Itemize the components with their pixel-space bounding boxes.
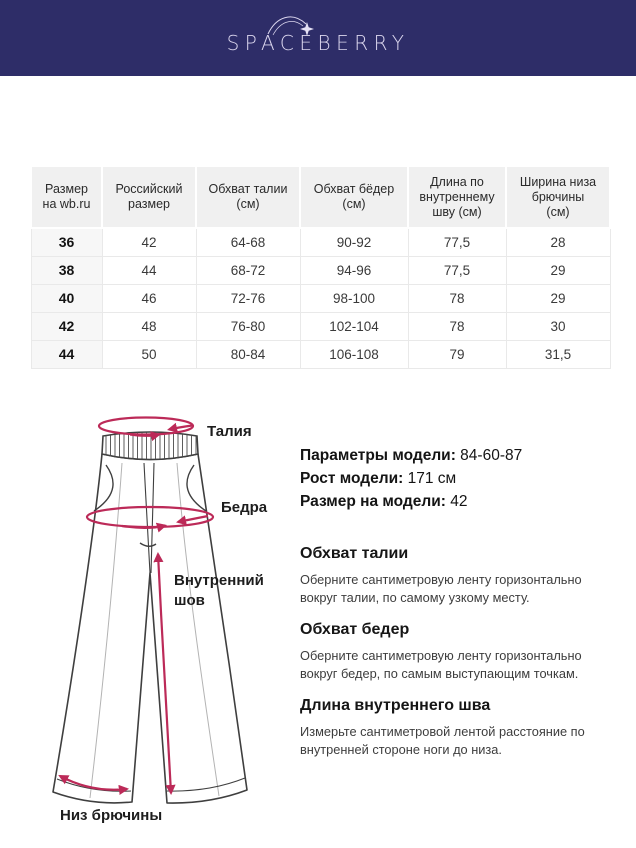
col-header-waist: Обхват талии (см) [195,165,301,229]
cell-inseam: 78 [407,283,507,313]
waist-section: Обхват талии Оберните сантиметровую лент… [300,544,622,606]
cell-leg-width: 29 [505,283,611,313]
size-row: 42 48 76-80 102-104 78 30 [30,311,611,341]
cell-waist: 68-72 [195,255,301,285]
hem-measure-arrow [58,775,130,795]
cell-hips: 102-104 [299,311,409,341]
waist-arrow-right [129,431,161,442]
hips-arrow-left [176,514,209,526]
cell-inseam: 77,5 [407,255,507,285]
cell-hips: 106-108 [299,339,409,369]
measurement-info-column: Параметры модели: 84-60-87 Рост модели: … [300,444,622,758]
hips-label: Бедра [221,499,268,516]
cell-inseam: 79 [407,339,507,369]
cell-wb-size: 38 [30,255,103,285]
model-size-label: Размер на модели: [300,493,446,510]
inseam-measure-arrow [153,551,176,796]
cell-ru-size: 42 [101,227,197,257]
cell-leg-width: 31,5 [505,339,611,369]
cell-hips: 94-96 [299,255,409,285]
model-parameters-value: 84-60-87 [460,447,523,464]
cell-waist: 72-76 [195,283,301,313]
cell-wb-size: 44 [30,339,103,369]
cell-leg-width: 30 [505,311,611,341]
model-size-value: 42 [450,493,468,510]
size-row: 40 46 72-76 98-100 78 29 [30,283,611,313]
size-row: 36 42 64-68 90-92 77,5 28 [30,227,611,257]
pants-diagram [52,416,248,804]
size-row: 38 44 68-72 94-96 77,5 29 [30,255,611,285]
cell-hips: 90-92 [299,227,409,257]
brand-logo: SPACEBERRY [226,16,410,55]
waist-label: Талия [207,423,252,440]
inseam-section-title: Длина внутреннего шва [300,697,491,714]
size-table: Размер на wb.ru Российский размер Обхват… [30,165,611,369]
inseam-section-text: Измерьте сантиметровой лентой расстояние… [300,724,585,757]
hips-section: Обхват бедер Оберните сантиметровую лент… [300,620,622,682]
cell-wb-size: 42 [30,311,103,341]
cell-waist: 76-80 [195,311,301,341]
inseam-label: Внутренний шов [174,572,264,609]
col-header-wb-size: Размер на wb.ru [30,165,103,229]
col-header-hips: Обхват бёдер (см) [299,165,409,229]
cell-wb-size: 40 [30,283,103,313]
brand-header: SPACEBERRY [0,0,636,76]
brand-name: SPACEBERRY [226,31,410,55]
waist-arrow-left [167,422,193,433]
col-header-inseam: Длина по внутреннему шву (см) [407,165,507,229]
measurement-annotations [58,416,215,796]
measure-sections: Обхват талии Оберните сантиметровую лент… [300,544,622,758]
model-parameters-row: Параметры модели: 84-60-87 [300,444,622,467]
model-size-row: Размер на модели: 42 [300,490,622,513]
waist-section-title: Обхват талии [300,545,409,562]
waist-measure-ellipse [97,416,195,436]
cell-inseam: 77,5 [407,227,507,257]
waistband-ribbing [105,432,197,460]
col-header-leg-width: Ширина низа брючины (см) [505,165,611,229]
cell-wb-size: 36 [30,227,103,257]
hem-label: Низ брючины [60,807,163,824]
model-info: Параметры модели: 84-60-87 Рост модели: … [300,444,622,513]
cell-ru-size: 48 [101,311,197,341]
cell-ru-size: 46 [101,283,197,313]
col-header-ru-size: Российский размер [101,165,197,229]
hips-section-text: Оберните сантиметровую ленту горизонталь… [300,648,582,681]
waist-section-text: Оберните сантиметровую ленту горизонталь… [300,572,582,605]
size-row: 44 50 80-84 106-108 79 31,5 [30,339,611,369]
cell-leg-width: 29 [505,255,611,285]
shooting-star-icon [267,16,314,36]
model-height-row: Рост модели: 171 см [300,467,622,490]
cell-hips: 98-100 [299,283,409,313]
pants-outline [52,431,248,804]
inseam-section: Длина внутреннего шва Измерьте сантиметр… [300,696,622,758]
size-table-header: Размер на wb.ru Российский размер Обхват… [30,165,611,229]
cell-waist: 80-84 [195,339,301,369]
hips-arrow-right [121,522,167,533]
model-height-value: 171 см [407,470,457,487]
model-height-label: Рост модели: [300,470,404,487]
hips-section-title: Обхват бедер [300,621,410,638]
cell-inseam: 78 [407,311,507,341]
cell-ru-size: 44 [101,255,197,285]
cell-waist: 64-68 [195,227,301,257]
model-parameters-label: Параметры модели: [300,447,456,464]
cell-leg-width: 28 [505,227,611,257]
cell-ru-size: 50 [101,339,197,369]
